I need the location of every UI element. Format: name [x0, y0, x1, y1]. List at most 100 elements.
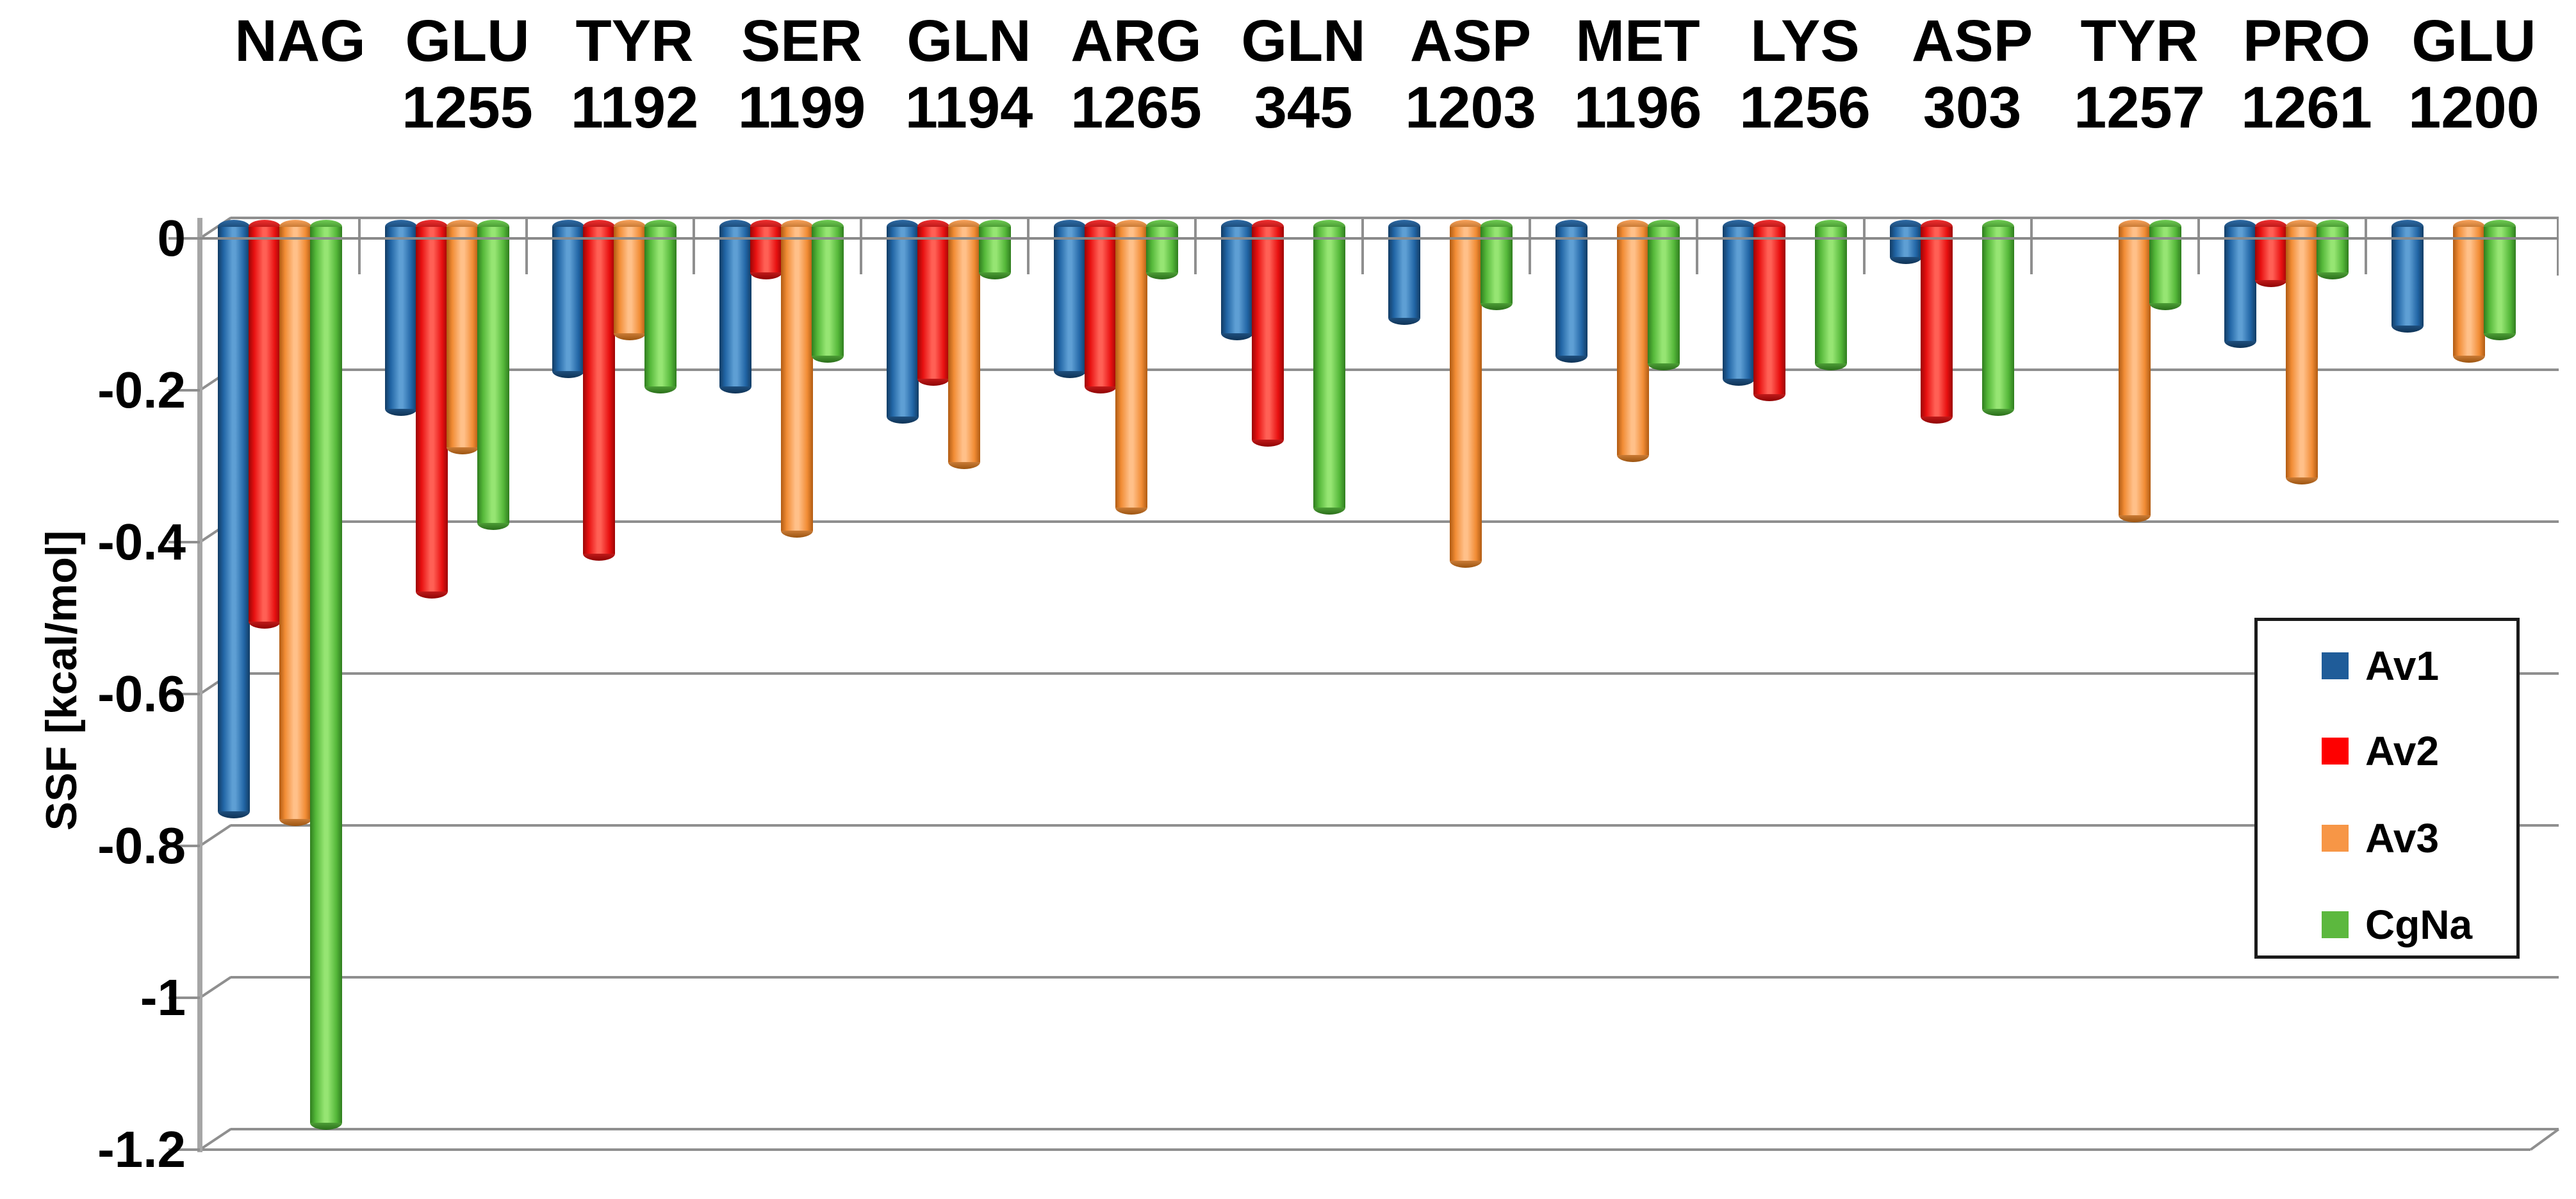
bar-av1-met1196: [1555, 220, 1587, 363]
bar-body: [2453, 227, 2485, 356]
bar-av3-nag: [279, 220, 311, 827]
bar-body: [1252, 227, 1284, 440]
bar-body: [812, 227, 844, 356]
bar-av3-met1196: [1617, 220, 1649, 462]
category-label-line1: MET: [1575, 8, 1700, 74]
category-label-line1: ASP: [1409, 8, 1532, 74]
bar-body: [1450, 227, 1482, 561]
bar-body: [1617, 227, 1649, 455]
floor-depth-jog: [2529, 1128, 2560, 1151]
gridline: [231, 368, 2559, 371]
bar-cgna-ser1199: [812, 220, 844, 363]
category-label-line2: 1257: [2074, 75, 2205, 140]
category-label: GLU 1255: [365, 8, 570, 141]
category-label: GLN 345: [1201, 8, 1406, 141]
category-label-line1: TYR: [575, 8, 694, 74]
category-tick: [525, 218, 528, 274]
legend-swatch-cgna: [2322, 911, 2349, 938]
bar-cgna-nag: [310, 220, 342, 1130]
bar-av2-ser1199: [750, 220, 782, 280]
category-tick: [2556, 218, 2559, 276]
bar-body: [1982, 227, 2014, 409]
bar-av1-gln345: [1221, 220, 1253, 340]
category-label-line1: ARG: [1071, 8, 1202, 74]
bar-body: [948, 227, 980, 463]
category-tick: [1863, 218, 1866, 274]
category-label-line1: PRO: [2242, 8, 2371, 74]
bar-body: [917, 227, 949, 379]
y-axis-tick: [168, 845, 200, 847]
bar-cgna-met1196: [1648, 220, 1680, 371]
bar-av3-asp1203: [1450, 220, 1482, 568]
gridline-depth-jog: [199, 824, 231, 847]
y-tick-label: -0.6: [97, 665, 186, 722]
bar-body: [2484, 227, 2516, 333]
bar-cgna-arg1265: [1146, 220, 1178, 280]
category-label-line2: 1203: [1405, 75, 1536, 140]
category-label: TYR 1257: [2037, 8, 2242, 141]
bar-av2-arg1265: [1085, 220, 1117, 393]
legend-label-av3: Av3: [2365, 815, 2440, 861]
bar-av1-glu1200: [2391, 220, 2424, 333]
category-tick: [358, 218, 361, 274]
bar-body: [385, 227, 417, 409]
bar-body: [1221, 227, 1253, 333]
bar-cgna-lys1256: [1815, 220, 1847, 371]
legend-swatch-av2: [2322, 738, 2349, 765]
gridline: [231, 976, 2559, 979]
bar-body: [2317, 227, 2349, 273]
bar-cgna-gln1194: [979, 220, 1011, 280]
bar-cgna-glu1200: [2484, 220, 2516, 340]
category-label: MET 1196: [1536, 8, 1741, 141]
legend-label-cgna: CgNa: [2365, 902, 2473, 948]
category-label-line1: GLU: [2411, 8, 2536, 74]
category-label-line1: GLU: [405, 8, 530, 74]
bar-av3-ser1199: [781, 220, 813, 538]
bar-av1-asp1203: [1388, 220, 1420, 326]
bar-body: [2119, 227, 2151, 516]
y-axis-tick: [168, 541, 200, 543]
bar-body: [1723, 227, 1755, 379]
bar-av2-lys1256: [1753, 220, 1785, 401]
category-label: GLU 1200: [2372, 8, 2576, 141]
category-label-line2: 1261: [2241, 75, 2372, 140]
bar-body: [1146, 227, 1178, 273]
bar-body: [1648, 227, 1680, 364]
bar-av2-pro1261: [2255, 220, 2287, 287]
bar-body: [2149, 227, 2181, 303]
bar-body: [249, 227, 281, 622]
bar-av3-tyr1192: [614, 220, 646, 340]
category-label-line1: LYS: [1750, 8, 1860, 74]
bar-body: [614, 227, 646, 333]
category-label-line1: GLN: [1241, 8, 1366, 74]
y-axis-tick: [168, 1148, 200, 1151]
y-axis-tick: [168, 237, 200, 240]
y-tick-label: -0.2: [97, 361, 186, 418]
y-tick-label: -1: [140, 969, 186, 1026]
bar-av1-ser1199: [719, 220, 751, 393]
bar-cgna-tyr1257: [2149, 220, 2181, 310]
gridline: [231, 672, 2559, 675]
category-label: ARG 1265: [1034, 8, 1239, 141]
category-label: ASP 1203: [1368, 8, 1573, 141]
gridline: [231, 824, 2559, 827]
y-axis-line: [197, 218, 202, 1152]
category-label: GLN 1194: [867, 8, 1072, 141]
legend-swatch-av3: [2322, 825, 2349, 852]
y-tick-label: -1.2: [97, 1121, 186, 1178]
category-label-line2: 1199: [737, 75, 866, 140]
category-label: ASP 303: [1870, 8, 2075, 141]
legend-item: Av3: [2322, 818, 2439, 859]
bar-body: [1388, 227, 1420, 318]
category-label-line2: 345: [1254, 75, 1353, 140]
y-axis-tick: [168, 389, 200, 392]
bar-body: [1815, 227, 1847, 364]
category-label-line2: 1192: [570, 75, 699, 140]
bar-body: [2255, 227, 2287, 280]
bar-av1-nag: [218, 220, 250, 819]
bar-av1-gln1194: [887, 220, 919, 424]
category-label: PRO 1261: [2204, 8, 2409, 141]
bar-av1-glu1255: [385, 220, 417, 417]
category-label-line2: 303: [1923, 75, 2022, 140]
